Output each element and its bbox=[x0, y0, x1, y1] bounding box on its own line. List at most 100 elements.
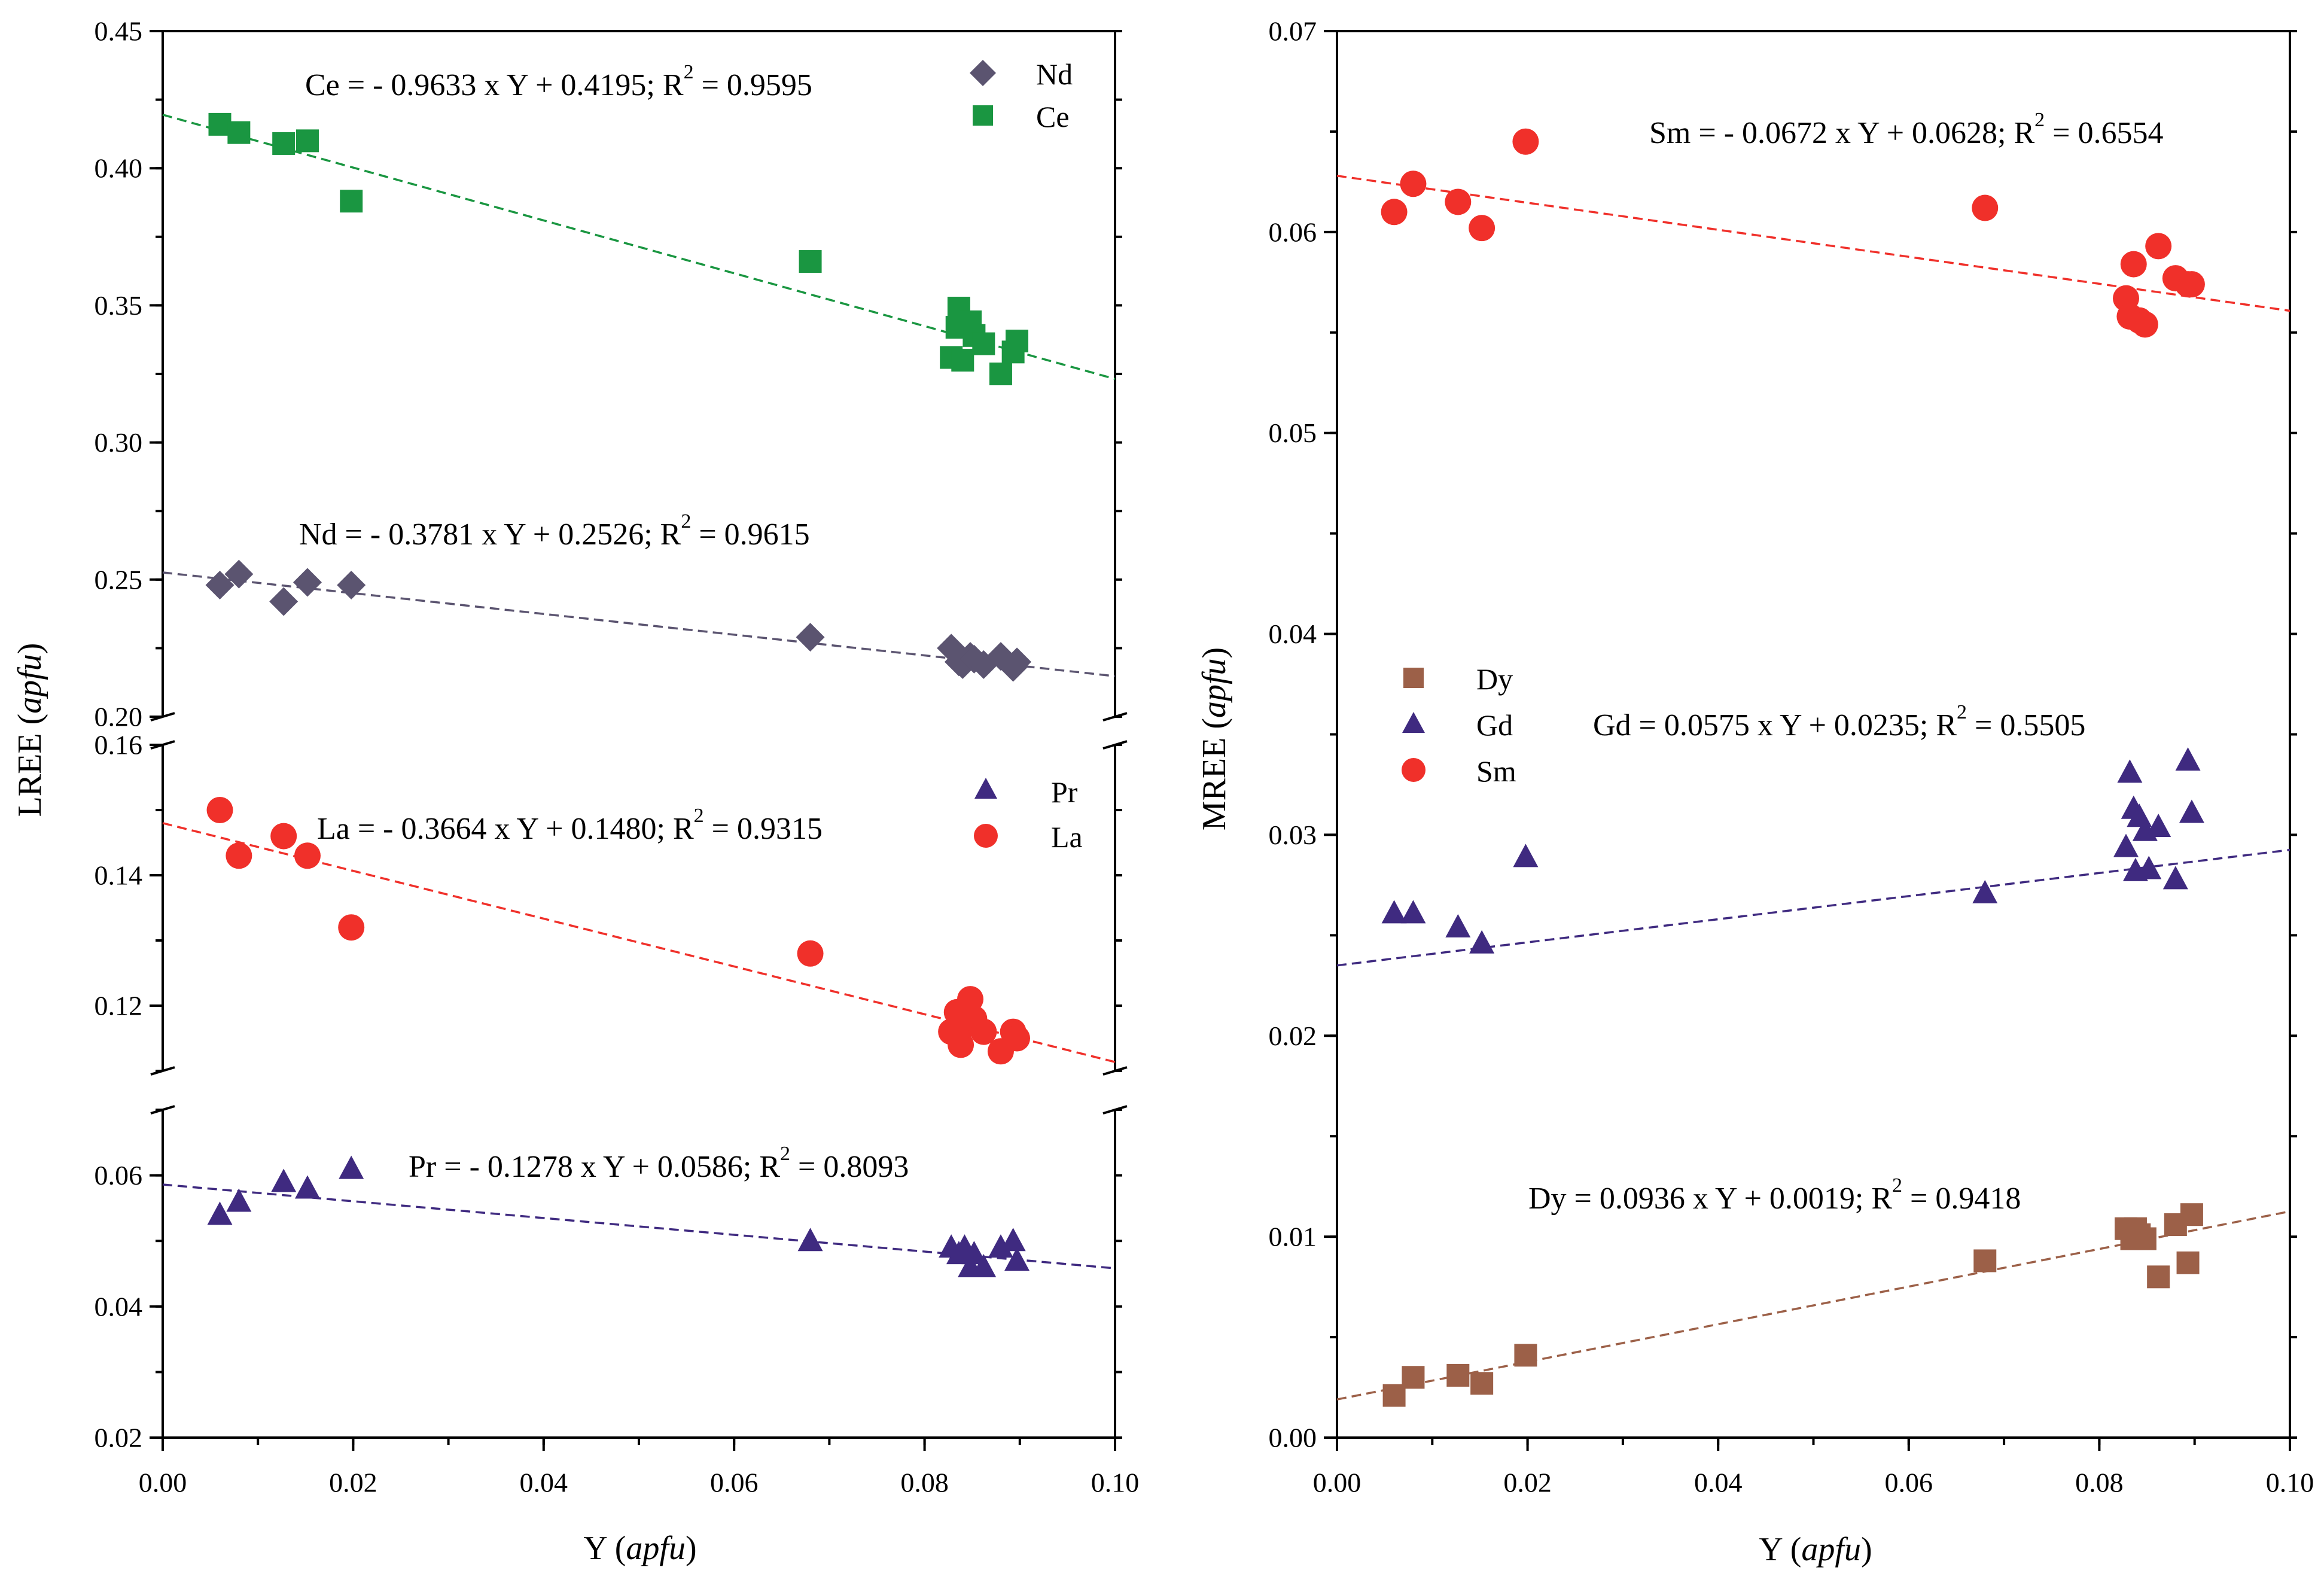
y-tick-label: 0.06 bbox=[95, 1160, 143, 1191]
data-point-ce bbox=[989, 363, 1012, 385]
series-pr bbox=[207, 1155, 1030, 1278]
r-squared-superscript: 2 bbox=[1957, 701, 1967, 723]
data-point-dy bbox=[1470, 1372, 1494, 1395]
data-point-dy bbox=[1514, 1344, 1537, 1367]
data-point-pr bbox=[797, 1228, 823, 1252]
equation-nd: Nd = - 0.3781 x Y + 0.2526; R2 = 0.9615 bbox=[299, 510, 810, 552]
data-point-ce bbox=[799, 250, 822, 273]
data-point-la bbox=[270, 823, 297, 850]
data-point-gd bbox=[2117, 759, 2143, 783]
y-tick-label: 0.25 bbox=[95, 564, 143, 595]
data-point-sm bbox=[2131, 311, 2158, 338]
equation-gd: Gd = 0.0575 x Y + 0.0235; R2 = 0.5505 bbox=[1593, 701, 2085, 742]
legend-marker-sm bbox=[1402, 758, 1426, 782]
y-tick-label: 0.20 bbox=[95, 702, 143, 732]
equation-label: Dy = 0.0936 x Y + 0.0019; R bbox=[1528, 1182, 1892, 1216]
r-squared-value: = 0.9595 bbox=[694, 68, 812, 102]
data-point-ce bbox=[340, 190, 363, 213]
data-point-pr bbox=[961, 1241, 987, 1265]
legend-marker-pr bbox=[974, 778, 997, 799]
y-tick-label: 0.02 bbox=[95, 1423, 143, 1453]
equation-dy: Dy = 0.0936 x Y + 0.0019; R2 = 0.9418 bbox=[1528, 1174, 2021, 1216]
legend-label-ce: Ce bbox=[1036, 100, 1070, 133]
data-point-dy bbox=[1402, 1366, 1425, 1389]
y-tick-label: 0.14 bbox=[95, 860, 143, 891]
y-tick-label: 0.06 bbox=[1269, 217, 1317, 247]
data-point-ce bbox=[951, 349, 974, 372]
equation-la: La = - 0.3664 x Y + 0.1480; R2 = 0.9315 bbox=[317, 805, 823, 846]
r-squared-value: = 0.9418 bbox=[1902, 1182, 2021, 1216]
data-point-nd bbox=[269, 587, 299, 616]
axis-title-suffix: ) bbox=[11, 643, 48, 654]
axis-title-prefix: Y ( bbox=[1759, 1531, 1801, 1568]
data-point-pr bbox=[207, 1201, 233, 1225]
data-point-nd bbox=[205, 570, 234, 599]
data-point-ce bbox=[272, 132, 296, 155]
y-tick-label: 0.45 bbox=[95, 16, 143, 47]
axis-title-prefix: Y ( bbox=[583, 1530, 626, 1567]
data-point-ce bbox=[296, 129, 319, 153]
equation-label: Pr = - 0.1278 x Y + 0.0586; R bbox=[409, 1150, 780, 1184]
data-point-gd bbox=[2146, 813, 2171, 837]
data-point-pr bbox=[1004, 1247, 1030, 1271]
y-tick-label: 0.04 bbox=[95, 1291, 143, 1322]
series-nd bbox=[205, 559, 1032, 682]
data-point-pr bbox=[971, 1254, 997, 1278]
x-tick-label: 0.02 bbox=[329, 1468, 377, 1498]
data-point-dy bbox=[2147, 1265, 2170, 1289]
equation-label: Gd = 0.0575 x Y + 0.0235; R bbox=[1593, 708, 1957, 742]
r-squared-superscript: 2 bbox=[694, 805, 704, 827]
data-point-la bbox=[206, 797, 233, 823]
r-squared-superscript: 2 bbox=[2034, 109, 2045, 131]
y-tick-label: 0.05 bbox=[1269, 418, 1317, 448]
equation-label: Nd = - 0.3781 x Y + 0.2526; R bbox=[299, 517, 681, 552]
data-point-gd bbox=[1400, 900, 1426, 924]
legend-marker-nd bbox=[970, 60, 996, 86]
r-squared-value: = 0.8093 bbox=[790, 1150, 909, 1184]
data-point-pr bbox=[1000, 1228, 1026, 1252]
y-tick-label: 0.30 bbox=[95, 427, 143, 458]
data-point-la bbox=[338, 914, 365, 941]
y-tick-label: 0.12 bbox=[95, 991, 143, 1021]
data-point-dy bbox=[1382, 1384, 1406, 1407]
series-dy bbox=[1382, 1203, 2203, 1407]
data-point-dy bbox=[2176, 1251, 2200, 1274]
r-squared-superscript: 2 bbox=[1892, 1174, 1902, 1197]
r-squared-superscript: 2 bbox=[684, 61, 694, 83]
data-point-gd bbox=[2162, 866, 2188, 890]
r-squared-superscript: 2 bbox=[681, 510, 691, 532]
data-point-sm bbox=[1445, 188, 1472, 215]
data-point-sm bbox=[2145, 233, 2172, 260]
x-tick-label: 0.08 bbox=[2075, 1468, 2124, 1498]
axis-title-unit: apfu bbox=[11, 654, 48, 714]
data-point-gd bbox=[1513, 844, 1539, 867]
axis-title-suffix: ) bbox=[1196, 647, 1233, 659]
data-point-pr bbox=[339, 1155, 364, 1179]
x-tick-label: 0.00 bbox=[1313, 1468, 1361, 1498]
data-point-nd bbox=[1003, 647, 1032, 677]
axis-title-prefix: LREE ( bbox=[11, 714, 48, 817]
data-point-ce bbox=[1006, 329, 1029, 352]
legend-label-pr: Pr bbox=[1051, 775, 1078, 809]
y-tick-label: 0.03 bbox=[1269, 820, 1317, 850]
data-point-ce bbox=[972, 332, 995, 355]
data-point-dy bbox=[2133, 1227, 2157, 1250]
data-point-nd bbox=[224, 559, 254, 589]
data-point-nd bbox=[796, 623, 825, 652]
r-squared-value: = 0.9615 bbox=[691, 517, 809, 552]
x-axis-title-left: Y (apfu) bbox=[583, 1530, 696, 1567]
legend-marker-gd bbox=[1402, 712, 1425, 733]
legend-marker-ce bbox=[973, 105, 993, 126]
axis-title-suffix: ) bbox=[686, 1530, 697, 1567]
x-tick-label: 0.00 bbox=[139, 1468, 187, 1498]
x-tick-label: 0.10 bbox=[1091, 1468, 1140, 1498]
equation-pr: Pr = - 0.1278 x Y + 0.0586; R2 = 0.8093 bbox=[409, 1143, 909, 1184]
y-tick-label: 0.35 bbox=[95, 290, 143, 321]
y-tick-label: 0.01 bbox=[1269, 1222, 1317, 1252]
x-tick-label: 0.02 bbox=[1503, 1468, 1552, 1498]
r-squared-value: = 0.9315 bbox=[704, 812, 823, 846]
data-point-ce bbox=[227, 121, 251, 144]
data-point-ce bbox=[208, 112, 232, 136]
data-point-la bbox=[294, 842, 321, 869]
